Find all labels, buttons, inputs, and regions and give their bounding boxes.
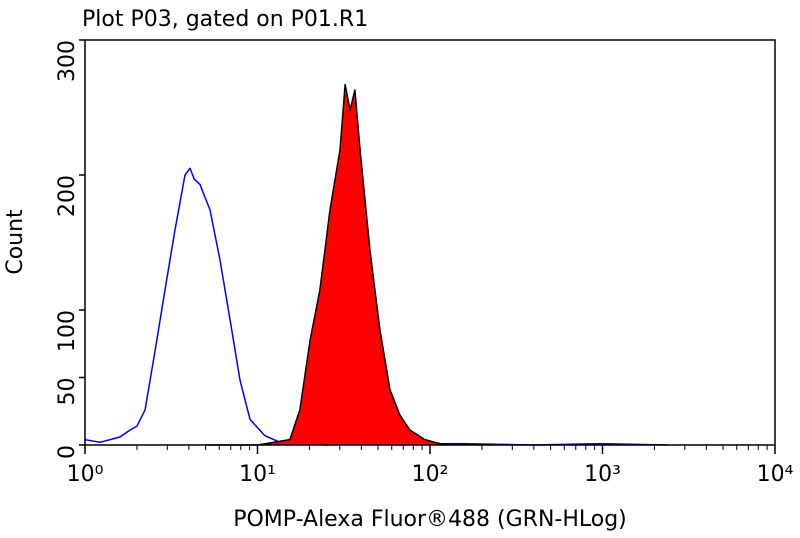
y-tick-label: 50 [55,378,80,406]
x-axis-label: POMP-Alexa Fluor®488 (GRN-HLog) [233,507,627,532]
filled-histogram [205,83,482,446]
chart-title: Plot P03, gated on P01.R1 [82,7,368,32]
y-tick-label: 200 [55,175,80,217]
x-tick-label: 10⁴ [757,462,794,487]
y-tick-label: 300 [55,40,80,82]
y-axis-label: Count [3,209,28,275]
x-tick-label: 10³ [584,462,621,487]
y-tick-label: 100 [55,310,80,352]
plot-frame [84,39,776,446]
x-tick-label: 10¹ [239,462,276,487]
x-tick-label: 10⁰ [67,462,104,487]
y-tick-label: 0 [55,445,80,459]
x-tick-label: 10² [412,462,449,487]
